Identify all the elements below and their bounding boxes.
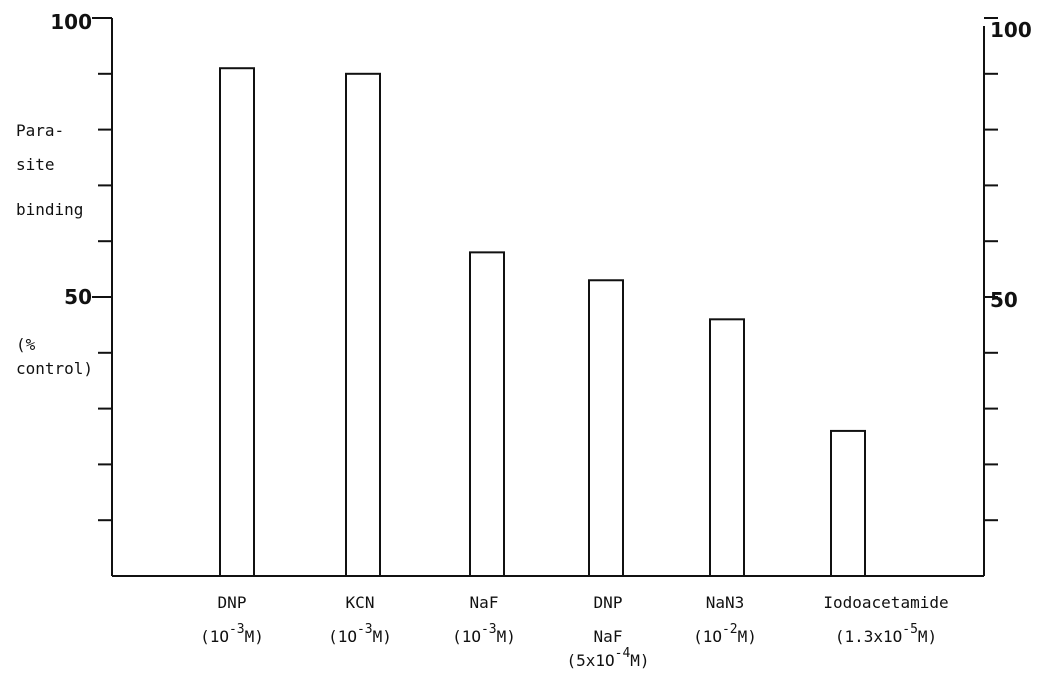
category-5-label-line-2: (1.3x1O-5M) — [835, 622, 937, 646]
category-0-label-line-1: DNP — [218, 593, 247, 612]
category-0-label-line-2: (1O-3M) — [200, 622, 264, 646]
category-4-label-line-1: NaN3 — [706, 593, 745, 612]
y-axis-label-line-3: binding — [16, 200, 83, 219]
bar-0 — [219, 67, 255, 577]
left-tick-label-100: 100 — [50, 10, 92, 34]
bar-5 — [830, 429, 866, 578]
category-3-label-line-1: DNP — [594, 593, 623, 612]
right-tick-label-50: 50 — [990, 288, 1018, 312]
category-1-label-line-2: (1O-3M) — [328, 622, 392, 646]
bar-3 — [588, 279, 624, 577]
category-2-label-line-2: (1O-3M) — [452, 622, 516, 646]
category-3-label-line-2: NaF — [594, 627, 623, 646]
bar-1 — [345, 72, 381, 578]
bars — [219, 67, 866, 578]
y-axis-label-line-1: Para- — [16, 121, 64, 140]
y-axis-label-line-5: control) — [16, 359, 93, 378]
right-tick-label-100: 100 — [990, 18, 1032, 42]
category-3-label-line-3: (5x1O-4M) — [566, 646, 649, 670]
category-1-label-line-1: KCN — [346, 593, 375, 612]
category-5-label-line-1: Iodoacetamide — [823, 593, 948, 612]
axis-ticks — [92, 17, 998, 522]
y-axis-label-line-4: (% — [16, 335, 36, 354]
y-axis-label-line-2: site — [16, 155, 55, 174]
y-axis-label: Para- site binding (% control) — [16, 121, 93, 378]
category-labels: DNP(1O-3M)KCN(1O-3M)NaF(1O-3M)DNPNaF(5x1… — [200, 593, 949, 670]
category-2-label-line-1: NaF — [470, 593, 499, 612]
category-4-label-line-2: (1O-2M) — [693, 622, 757, 646]
bar-2 — [469, 251, 505, 578]
bar-4 — [709, 318, 745, 577]
left-tick-label-50: 50 — [64, 285, 92, 309]
